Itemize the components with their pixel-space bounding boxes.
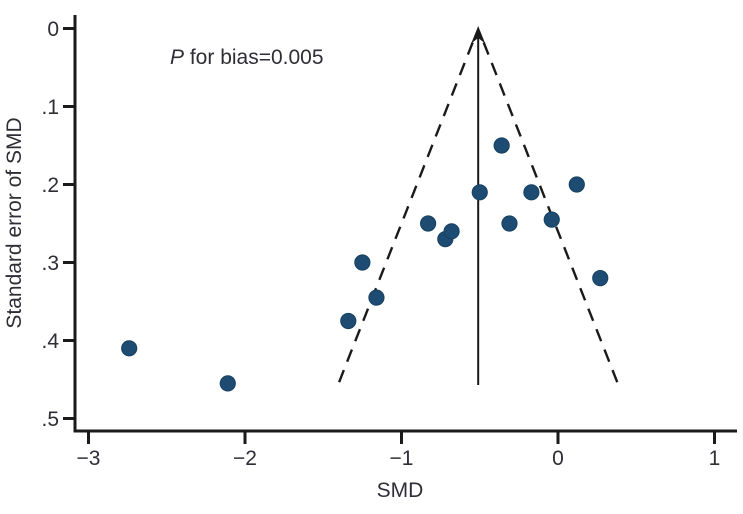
data-point [368, 289, 385, 306]
data-point [471, 184, 488, 201]
x-tick-label: 0 [552, 447, 564, 470]
data-point [568, 176, 585, 193]
y-tick-label: .4 [41, 330, 59, 353]
x-axis-title: SMD [377, 479, 424, 502]
x-tick-label: −1 [390, 447, 414, 470]
data-point [354, 254, 371, 271]
pooled-estimate-arrowhead-icon [471, 26, 486, 44]
axes-group: 0 .1 .2 .3 .4 .5 −3 −2 −1 0 1 [41, 15, 737, 470]
data-point [501, 215, 518, 232]
data-point [493, 137, 510, 154]
x-tick-label: 1 [709, 447, 721, 470]
funnel-left-dashed-line [336, 42, 474, 386]
points-group [121, 137, 609, 392]
x-tick-label: −3 [77, 447, 101, 470]
y-tick-label: .3 [41, 252, 59, 275]
data-point [443, 223, 460, 240]
y-tick-label: 0 [47, 18, 59, 41]
y-tick-label: .1 [41, 96, 59, 119]
data-point [592, 270, 609, 287]
y-tick-label: .2 [41, 174, 59, 197]
data-point [121, 340, 138, 357]
y-axis-title: Standard error of SMD [3, 117, 26, 328]
data-point [523, 184, 540, 201]
data-point [420, 215, 437, 232]
funnel-group [336, 26, 620, 386]
data-point [219, 375, 236, 392]
bias-annotation: P for bias=0.005 [170, 46, 324, 69]
data-point [543, 211, 560, 228]
y-tick-label: .5 [41, 408, 59, 431]
data-point [340, 312, 357, 330]
x-tick-label: −2 [233, 447, 257, 470]
